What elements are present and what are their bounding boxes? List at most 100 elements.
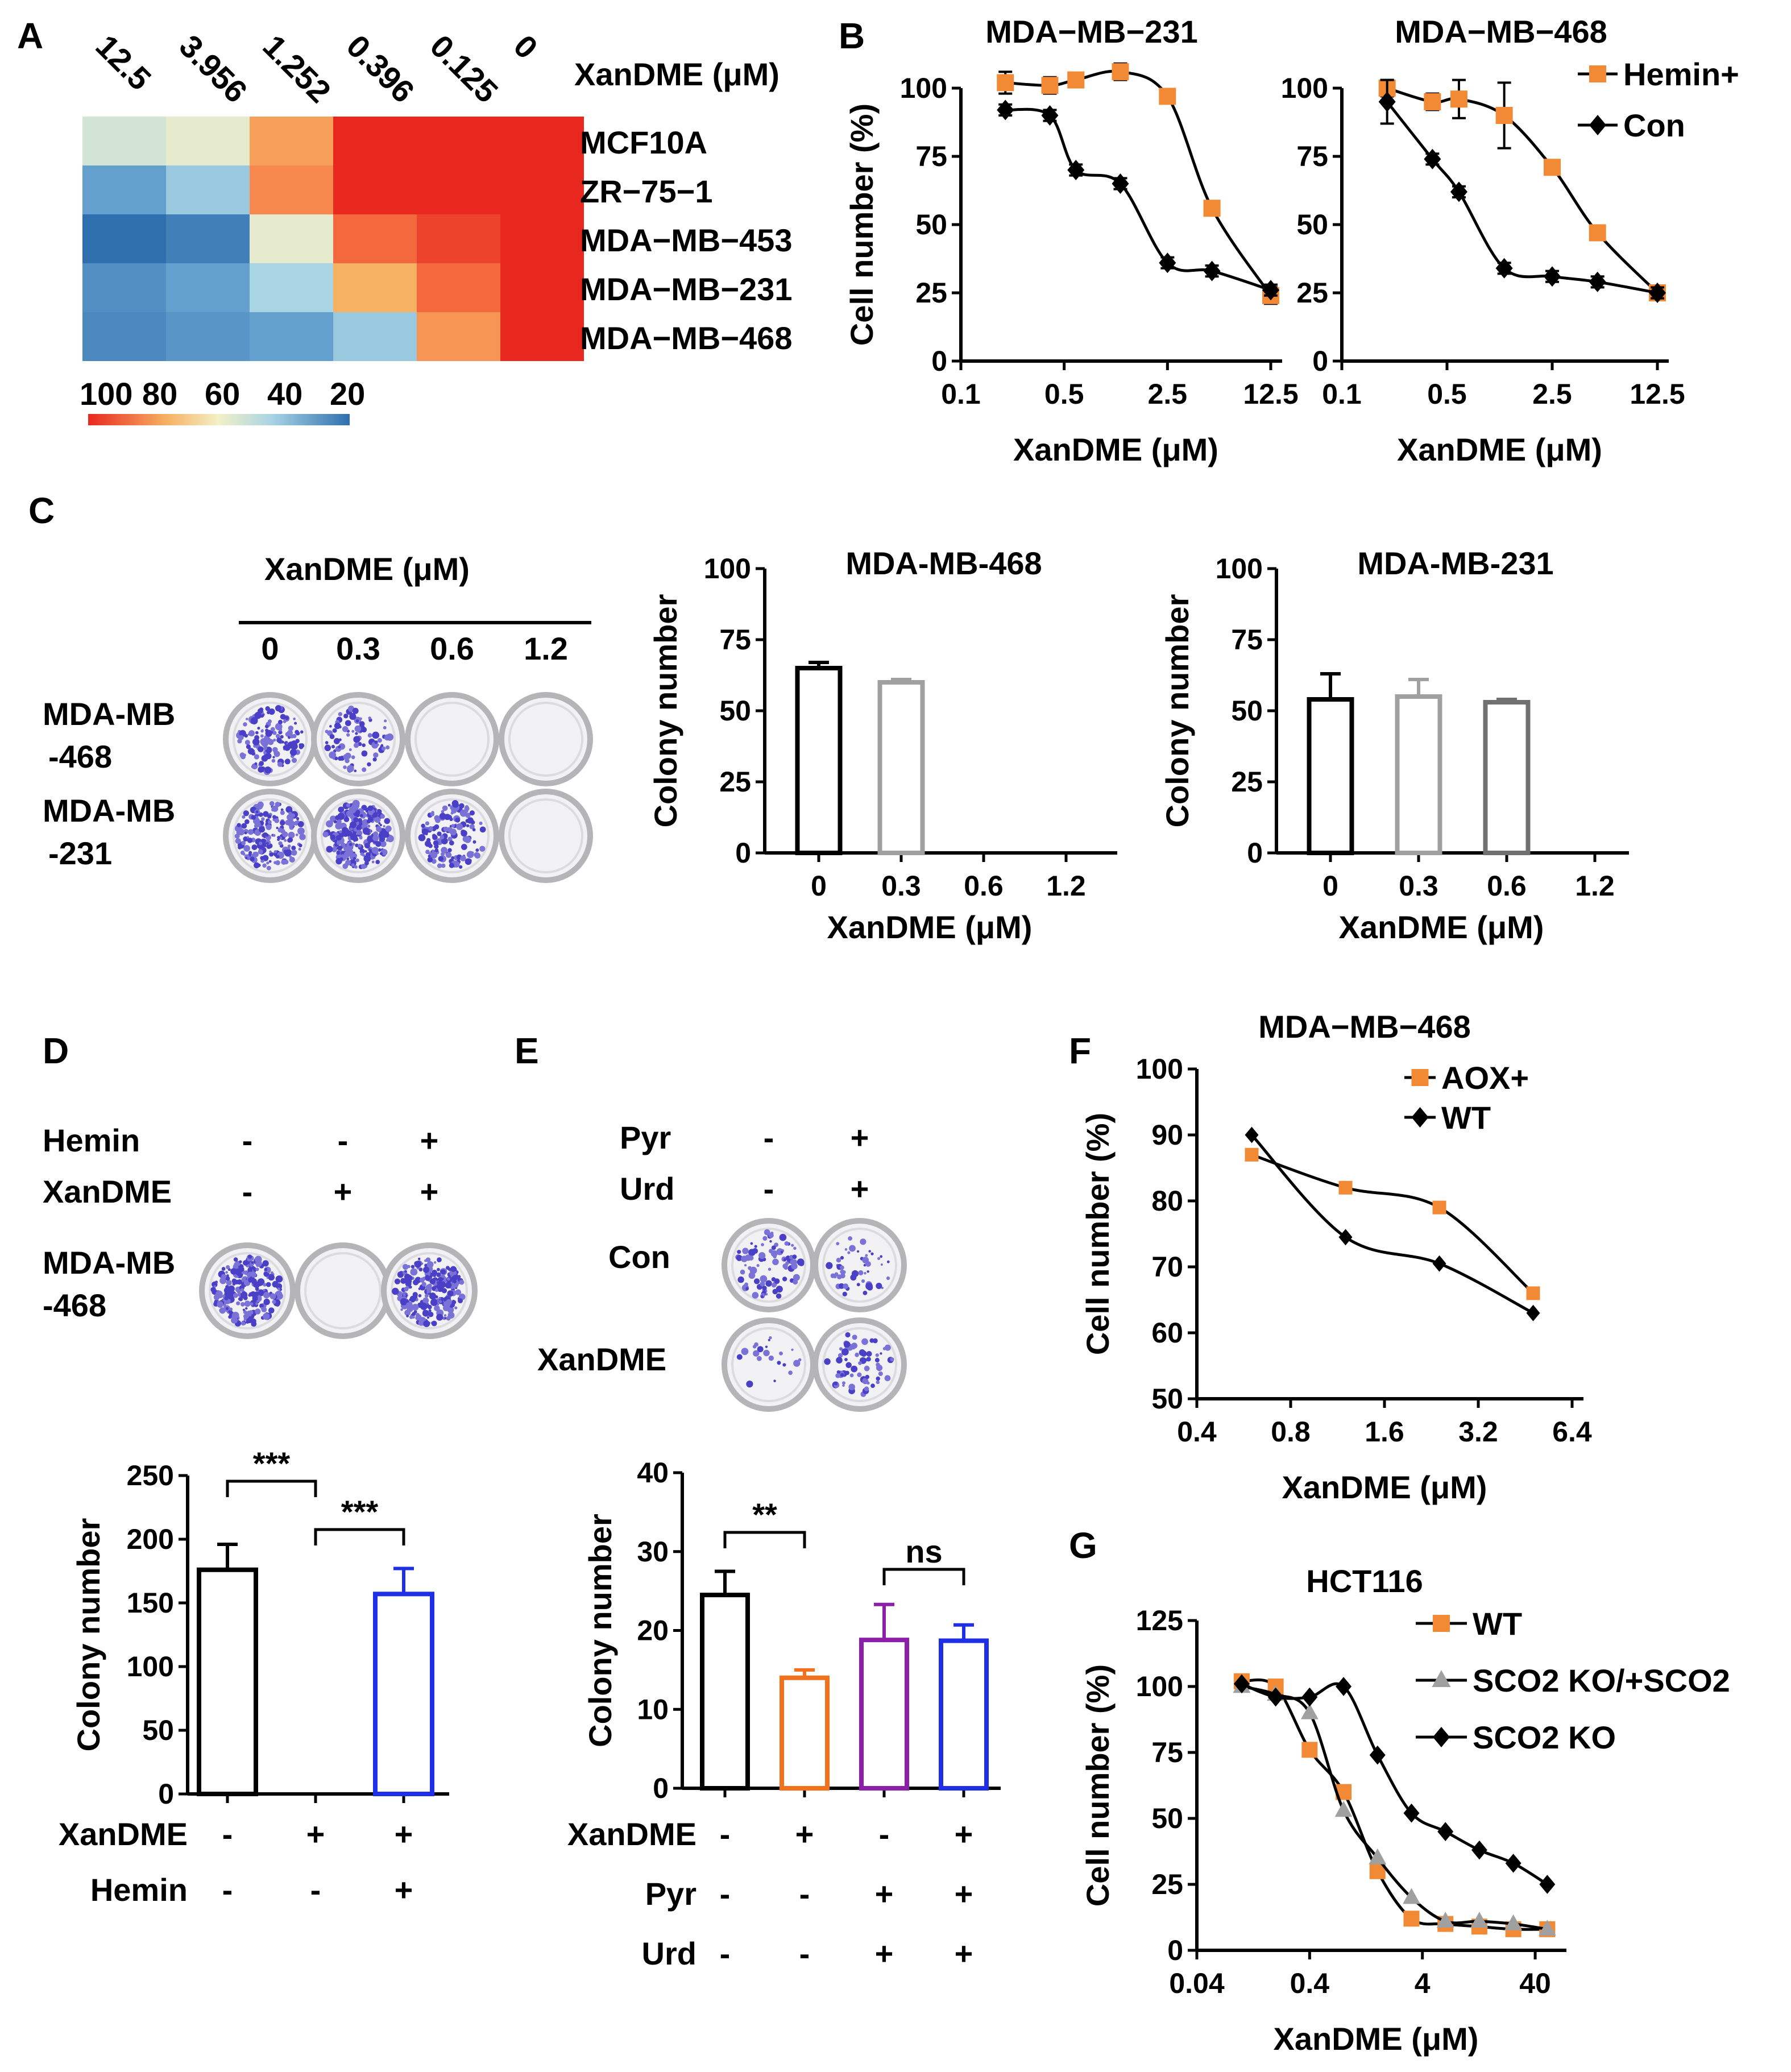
colony-dot xyxy=(257,727,260,730)
condition-sign: - xyxy=(799,1876,810,1912)
colony-dot xyxy=(413,1279,419,1286)
colony-dot xyxy=(236,830,242,835)
heatmap-cell xyxy=(82,117,166,165)
y-axis-label: Cell number (%) xyxy=(844,103,880,346)
colony-dot xyxy=(354,865,358,869)
colony-dot xyxy=(247,829,254,835)
colony-dot xyxy=(762,1286,767,1291)
colony-dot xyxy=(791,1244,794,1247)
colony-dot xyxy=(753,1278,760,1284)
colony-dot xyxy=(367,733,372,738)
colony-dot xyxy=(276,737,282,743)
x-axis-label: XanDME (μM) xyxy=(1274,2021,1479,2057)
colony-dot xyxy=(333,737,340,744)
colony-dot xyxy=(411,1265,415,1269)
colony-dot xyxy=(237,823,241,827)
culture-plate-rim xyxy=(233,798,308,873)
colony-dot xyxy=(784,1241,789,1246)
colony-dot xyxy=(232,1311,239,1319)
colony-dot xyxy=(750,1242,753,1245)
colony-dot xyxy=(437,1284,444,1292)
colony-dot xyxy=(254,1291,259,1297)
colony-dot xyxy=(353,736,360,743)
colony-dot xyxy=(864,1365,870,1371)
colony-dot xyxy=(467,817,474,824)
colony-dot xyxy=(836,1242,840,1246)
colony-dot xyxy=(265,730,272,737)
colony-dot xyxy=(442,805,448,811)
colony-dot xyxy=(409,1286,412,1289)
colony-dot xyxy=(275,1275,283,1283)
x-tick-label: 0.1 xyxy=(1322,378,1362,410)
colony-dot xyxy=(384,734,391,741)
colony-dot xyxy=(441,847,447,854)
colony-dot xyxy=(337,813,345,820)
colony-dot xyxy=(428,852,431,855)
panel-c-row2-line2: -231 xyxy=(48,835,112,871)
colony-dot xyxy=(359,721,365,727)
colony-dot xyxy=(838,1353,843,1358)
colony-dot xyxy=(763,1349,770,1357)
heatmap-cell xyxy=(82,214,166,263)
data-point-hemin xyxy=(1589,224,1606,242)
x-tick-label: 0.4 xyxy=(1177,1416,1217,1448)
legend-label-wt: WT xyxy=(1441,1100,1491,1136)
colony-dot xyxy=(242,1260,248,1266)
colony-dot xyxy=(772,1283,777,1288)
colony-dot xyxy=(343,817,350,822)
colony-dot xyxy=(768,1232,774,1238)
colony-dot xyxy=(864,1272,867,1275)
y-tick-label: 20 xyxy=(637,1615,669,1647)
colony-dot xyxy=(353,853,358,858)
colony-dot xyxy=(263,1313,270,1320)
colony-dot xyxy=(452,801,459,808)
colony-dot xyxy=(269,850,272,853)
colony-dot xyxy=(247,838,253,843)
heatmap-cell xyxy=(500,312,584,361)
colony-dot xyxy=(359,717,362,720)
colony-dot xyxy=(450,1266,457,1272)
colony-dot xyxy=(254,762,258,765)
heatmap-row-label: ZR−75−1 xyxy=(580,173,713,209)
colony-dot xyxy=(443,826,449,832)
colony-dot xyxy=(334,722,341,730)
colony-dot xyxy=(243,845,250,852)
colony-dot xyxy=(765,1280,772,1287)
colony-dot xyxy=(275,802,280,807)
y-tick-label: 100 xyxy=(704,553,751,585)
colony-dot xyxy=(272,815,276,819)
culture-plate-rim xyxy=(508,798,583,873)
colony-dot xyxy=(284,759,291,765)
data-point-sco2-ko xyxy=(1539,1875,1556,1894)
colony-dot xyxy=(737,1250,741,1254)
legend-marker-hemin xyxy=(1589,65,1606,82)
colony-dot xyxy=(263,811,269,817)
panel-d-hemin-sign: - xyxy=(242,1122,253,1158)
heatmap-cell xyxy=(82,263,166,312)
colony-dot xyxy=(287,844,291,848)
colony-dot xyxy=(824,1358,831,1365)
legend-label-hemin: Hemin+ xyxy=(1623,56,1739,92)
colony-dot xyxy=(436,1272,441,1278)
colony-dot xyxy=(419,1277,425,1283)
colony-dot xyxy=(779,1351,783,1356)
heatmap-column-label: 0.125 xyxy=(424,28,505,110)
condition-sign: + xyxy=(395,1872,413,1908)
colony-dot xyxy=(438,1277,443,1282)
data-point-sco2-ko-sco2 xyxy=(1300,1703,1319,1719)
colony-dot xyxy=(367,817,374,823)
colony-dot xyxy=(298,848,301,851)
colony-dot xyxy=(865,1254,868,1257)
significance-bracket xyxy=(882,1568,965,1585)
colony-dot xyxy=(254,711,262,719)
colony-dot xyxy=(792,1254,797,1259)
y-tick-label: 75 xyxy=(1296,140,1328,172)
bar xyxy=(197,1567,258,1796)
panel-d-hemin-sign: - xyxy=(338,1122,349,1158)
colony-dot xyxy=(295,731,300,736)
colony-dot xyxy=(374,817,381,823)
y-axis-label: Colony number xyxy=(648,594,683,828)
colony-dot xyxy=(284,859,289,865)
colony-dot xyxy=(378,822,381,825)
colony-dot xyxy=(874,1358,880,1363)
